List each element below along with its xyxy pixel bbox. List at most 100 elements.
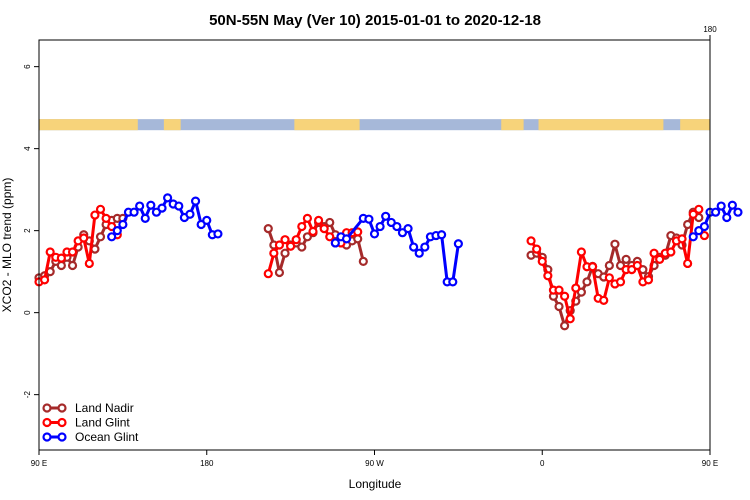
ocean-glint-point xyxy=(403,224,413,234)
x-axis-ticks: 90 E 180 90 W 0 90 E xyxy=(31,450,718,468)
band-land-segment xyxy=(294,119,360,131)
land-glint-point xyxy=(313,215,324,225)
land-nadir-point xyxy=(325,217,335,228)
ocean-glint-point xyxy=(409,242,419,252)
legend-marker xyxy=(42,432,52,442)
land-glint-point xyxy=(615,277,626,287)
ocean-glint-point xyxy=(448,277,458,287)
ocean-glint-point xyxy=(107,232,117,242)
x-axis-label: Longitude xyxy=(349,477,402,491)
land-glint-point xyxy=(537,256,547,266)
land-nadir-point xyxy=(560,321,570,331)
land-glint-point xyxy=(280,235,290,245)
land-glint-point xyxy=(302,213,312,223)
land-glint-point xyxy=(565,314,575,324)
land-nadir-point xyxy=(56,260,66,271)
legend-marker xyxy=(57,432,67,442)
land-glint-point xyxy=(576,247,586,257)
ocean-glint-point xyxy=(453,239,463,249)
y-axis-ticks: -2 0 2 4 6 xyxy=(23,64,39,398)
ocean-glint-line xyxy=(110,196,219,238)
legend-marker xyxy=(42,403,52,413)
x-axis-top-ticks: 180 xyxy=(703,25,717,40)
ocean-glint-point xyxy=(140,213,150,223)
y-tick-label: 6 xyxy=(23,64,32,69)
land-glint-point xyxy=(101,213,111,223)
ocean-glint-point xyxy=(341,234,352,244)
land-glint-point xyxy=(263,269,273,279)
ocean-glint-point xyxy=(135,201,145,211)
ocean-glint-point xyxy=(733,207,743,217)
land-glint-point xyxy=(688,209,698,219)
land-glint-point xyxy=(353,227,363,237)
land-glint-point xyxy=(554,285,564,295)
ocean-glint-point xyxy=(699,221,710,232)
land-glint-point xyxy=(655,254,665,264)
chart-title: 50N-55N May (Ver 10) 2015-01-01 to 2020-… xyxy=(209,12,541,29)
x-tick-label: 180 xyxy=(200,459,214,468)
land-glint-point xyxy=(84,258,94,269)
y-tick-label: 0 xyxy=(23,310,32,315)
land-glint-point xyxy=(526,236,536,246)
land-nadir-point xyxy=(297,242,307,252)
land-glint-point xyxy=(587,262,598,272)
land-nadir-point xyxy=(280,248,290,258)
land-glint-point xyxy=(45,247,55,257)
land-glint-point xyxy=(677,234,687,244)
legend-label: Land Glint xyxy=(75,416,130,430)
land-glint-point xyxy=(67,247,78,257)
legend-marker xyxy=(57,417,67,428)
land-glint-point xyxy=(95,204,106,214)
ocean-glint-point xyxy=(716,201,726,211)
legend-marker xyxy=(57,403,67,413)
land-glint-point xyxy=(560,291,570,301)
series-land-glint xyxy=(34,204,710,324)
ocean-glint-point xyxy=(330,238,340,248)
land-glint-point xyxy=(39,275,50,285)
ocean-glint-point xyxy=(112,226,122,236)
ocean-glint-point xyxy=(392,221,402,232)
ocean-glint-point xyxy=(722,212,732,223)
ocean-glint-point xyxy=(157,203,167,213)
y-tick-label: 2 xyxy=(23,228,32,233)
ocean-glint-point xyxy=(129,207,139,217)
x-tick-label: 0 xyxy=(540,459,545,468)
band-land-segment xyxy=(39,119,138,131)
ocean-glint-point xyxy=(364,214,374,224)
land-glint-point xyxy=(543,271,553,281)
legend-marker xyxy=(42,417,52,428)
band-land-segment xyxy=(680,119,710,131)
ocean-glint-point xyxy=(688,232,698,242)
land-nadir-point xyxy=(274,267,285,278)
y-tick-label: -2 xyxy=(23,391,32,399)
ocean-glint-point xyxy=(174,201,184,211)
land-glint-point xyxy=(291,235,301,245)
ocean-glint-point xyxy=(369,229,380,239)
land-glint-point xyxy=(532,244,542,254)
plot-frame xyxy=(38,39,711,451)
ocean-glint-point xyxy=(185,209,195,219)
land-nadir-point xyxy=(621,254,631,264)
ocean-glint-point xyxy=(118,219,128,230)
y-axis-label: XCO2 - MLO trend (ppm) xyxy=(0,178,14,313)
ocean-glint-point xyxy=(414,248,424,258)
series-layer xyxy=(34,193,743,331)
land-glint-point xyxy=(599,295,609,305)
ocean-glint-point xyxy=(420,242,430,252)
y-tick-label: 4 xyxy=(23,146,32,151)
band-land-segment xyxy=(501,119,524,131)
ocean-glint-point xyxy=(437,230,447,240)
land-glint-point xyxy=(649,248,659,258)
ocean-glint-point xyxy=(190,196,201,206)
land-ocean-band xyxy=(39,119,710,131)
land-glint-point xyxy=(308,226,318,237)
land-nadir-point xyxy=(95,232,106,242)
land-glint-point xyxy=(274,240,285,250)
legend-label: Land Nadir xyxy=(75,401,134,415)
x-tick-label: 90 E xyxy=(31,459,47,468)
ocean-glint-point xyxy=(163,193,173,203)
land-glint-point xyxy=(699,230,710,241)
land-nadir-point xyxy=(683,219,693,230)
land-nadir-point xyxy=(67,260,78,271)
